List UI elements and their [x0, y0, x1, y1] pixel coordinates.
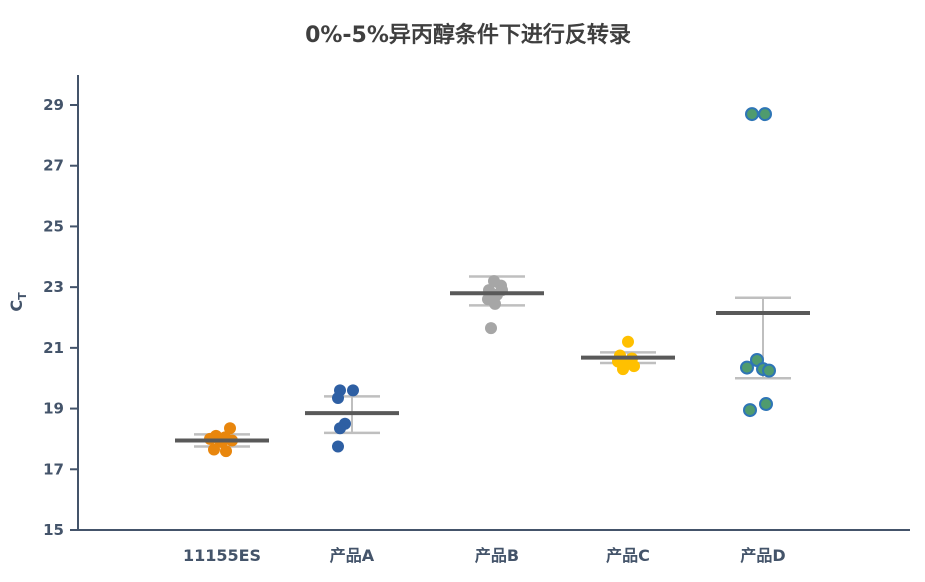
data-point	[743, 403, 757, 418]
y-tick-label: 15	[43, 521, 64, 539]
data-point	[762, 363, 776, 378]
x-category-label: 产品B	[475, 546, 519, 565]
data-point	[758, 107, 772, 122]
data-point	[485, 322, 497, 335]
data-point	[617, 363, 629, 376]
series-layer	[175, 107, 810, 458]
y-tick-label: 21	[43, 339, 64, 357]
series-group	[581, 335, 675, 376]
y-tick-label: 25	[43, 217, 64, 235]
series-group	[450, 275, 544, 335]
x-category-label: 11155ES	[183, 546, 261, 565]
data-point	[759, 397, 773, 412]
data-point	[208, 443, 220, 456]
x-category-label: 产品A	[330, 546, 375, 565]
x-category-label: 产品D	[740, 546, 785, 565]
y-tick-label: 29	[43, 96, 64, 114]
data-point	[334, 422, 346, 435]
data-point	[740, 360, 754, 375]
series-group	[716, 107, 810, 418]
data-point	[347, 384, 359, 397]
y-axis-label-subscript: T	[16, 292, 29, 300]
data-point	[628, 360, 640, 373]
chart-title: 0%-5%异丙醇条件下进行反转录	[305, 22, 631, 48]
axes-layer: 15 17 19 21 23 25 27 29	[43, 75, 910, 539]
x-category-labels: 11155ES 产品A 产品B 产品C 产品D	[183, 546, 786, 565]
data-point	[622, 335, 634, 348]
y-tick-label: 23	[43, 278, 64, 296]
y-tick-label: 19	[43, 400, 64, 418]
data-point	[745, 107, 759, 122]
x-category-label: 产品C	[606, 546, 650, 565]
data-point	[332, 440, 344, 453]
data-point	[220, 445, 232, 458]
data-point	[224, 422, 236, 435]
data-point	[332, 391, 344, 404]
y-axis-label-main: C	[7, 300, 26, 312]
y-tick-label: 17	[43, 460, 64, 478]
data-point	[489, 297, 501, 310]
y-tick-label: 27	[43, 157, 64, 175]
y-axis-label: CT	[7, 292, 29, 312]
series-group	[305, 384, 399, 453]
series-group	[175, 422, 269, 458]
